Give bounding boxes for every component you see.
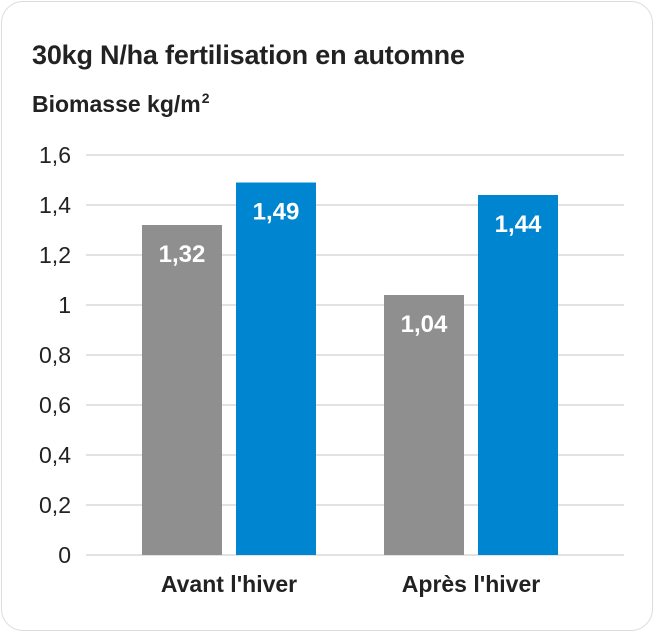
x-axis-categories: Avant l'hiver Après l'hiver: [161, 571, 540, 597]
bar: [384, 295, 464, 555]
y-tick-label: 1,2: [39, 242, 71, 268]
bar: [236, 182, 316, 555]
data-labels: 1,32 1,49 1,04 1,44: [159, 199, 542, 339]
bar-value-label: 1,32: [159, 241, 206, 268]
bar: [478, 195, 558, 555]
y-tick-label: 0,2: [39, 492, 71, 518]
y-tick-label: 1: [58, 292, 71, 318]
y-tick-label: 0,4: [39, 442, 71, 468]
x-category-label: Avant l'hiver: [161, 571, 297, 597]
x-category-label: Après l'hiver: [402, 571, 540, 597]
y-axis-label-text: Biomasse kg/m: [32, 91, 201, 117]
bar: [142, 225, 222, 555]
y-tick-label: 0: [58, 542, 71, 568]
chart-title: 30kg N/ha fertilisation en automne: [32, 40, 465, 70]
y-tick-label: 0,6: [39, 392, 71, 418]
bar-value-label: 1,49: [253, 199, 300, 226]
bars: [142, 182, 558, 555]
y-tick-label: 1,6: [39, 142, 71, 168]
bar-value-label: 1,04: [401, 311, 448, 338]
y-axis-label: Biomasse kg/m2: [32, 90, 210, 118]
y-tick-label: 1,4: [39, 192, 71, 218]
bar-value-label: 1,44: [495, 211, 542, 238]
y-tick-label: 0,8: [39, 342, 71, 368]
y-axis-label-superscript: 2: [201, 90, 210, 106]
y-axis-ticks: 0 0,2 0,4 0,6 0,8 1 1,2 1,4 1,6: [39, 142, 71, 568]
